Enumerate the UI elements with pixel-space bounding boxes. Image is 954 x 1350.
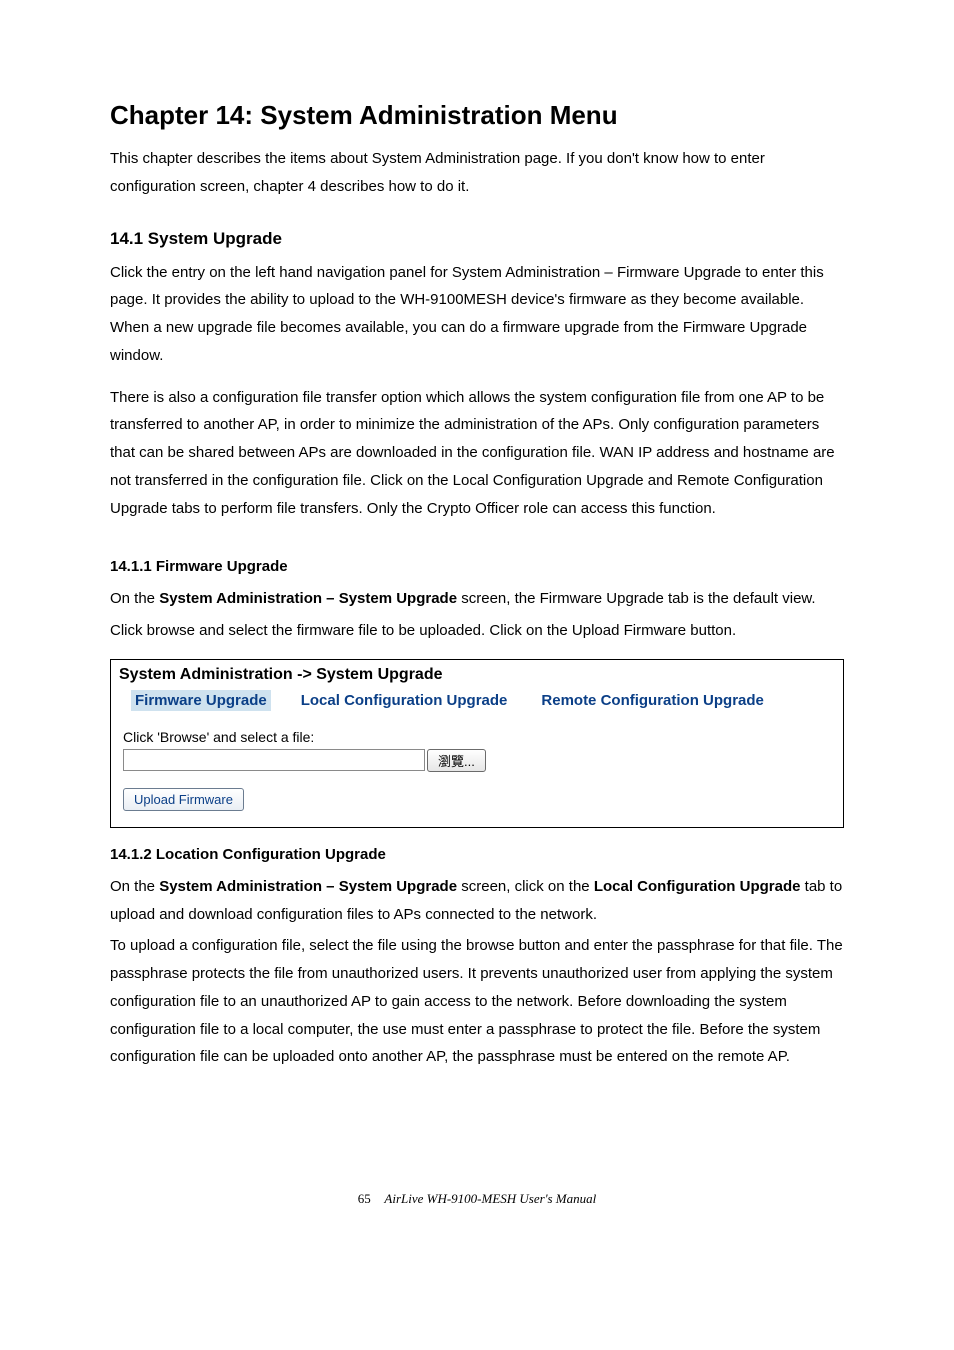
page-number: 65 bbox=[358, 1191, 371, 1206]
section-14-1-1-line1: On the System Administration – System Up… bbox=[110, 585, 844, 613]
section-14-1-para2: There is also a configuration file trans… bbox=[110, 384, 844, 523]
file-path-input[interactable] bbox=[123, 749, 425, 771]
section-14-1-2-heading: 14.1.2 Location Configuration Upgrade bbox=[110, 846, 844, 863]
section-14-1-1-heading: 14.1.1 Firmware Upgrade bbox=[110, 558, 844, 575]
section-14-1-2-para2: To upload a configuration file, select t… bbox=[110, 932, 844, 1071]
text-bold1: System Administration – System Upgrade bbox=[159, 878, 457, 895]
section-14-1-2-line1: On the System Administration – System Up… bbox=[110, 873, 844, 929]
upload-firmware-button[interactable]: Upload Firmware bbox=[123, 788, 244, 811]
file-row: 瀏覽... bbox=[123, 749, 831, 772]
text-bold: System Administration – System Upgrade bbox=[159, 590, 457, 607]
intro-paragraph: This chapter describes the items about S… bbox=[110, 145, 844, 201]
chapter-title: Chapter 14: System Administration Menu bbox=[110, 100, 844, 131]
panel-title: System Administration -> System Upgrade bbox=[111, 660, 843, 690]
panel-tabs: Firmware Upgrade Local Configuration Upg… bbox=[111, 690, 843, 721]
doc-title: AirLive WH-9100-MESH User's Manual bbox=[384, 1191, 596, 1206]
text-post: screen, the Firmware Upgrade tab is the … bbox=[457, 590, 816, 607]
text-mid: screen, click on the bbox=[457, 878, 594, 895]
page-footer: 65 AirLive WH-9100-MESH User's Manual bbox=[110, 1191, 844, 1207]
section-14-1-heading: 14.1 System Upgrade bbox=[110, 229, 844, 249]
text-bold2: Local Configuration Upgrade bbox=[594, 878, 801, 895]
panel-body: Click 'Browse' and select a file: 瀏覽... … bbox=[111, 721, 843, 827]
system-upgrade-panel: System Administration -> System Upgrade … bbox=[110, 659, 844, 828]
text-pre: On the bbox=[110, 878, 159, 895]
tab-local-configuration-upgrade[interactable]: Local Configuration Upgrade bbox=[297, 690, 512, 711]
section-14-1-1-line2: Click browse and select the firmware fil… bbox=[110, 617, 844, 645]
text-pre: On the bbox=[110, 590, 159, 607]
tab-remote-configuration-upgrade[interactable]: Remote Configuration Upgrade bbox=[537, 690, 768, 711]
tab-firmware-upgrade[interactable]: Firmware Upgrade bbox=[131, 690, 271, 711]
file-hint-label: Click 'Browse' and select a file: bbox=[123, 729, 831, 745]
browse-button[interactable]: 瀏覽... bbox=[427, 749, 486, 772]
section-14-1-para1: Click the entry on the left hand navigat… bbox=[110, 259, 844, 370]
